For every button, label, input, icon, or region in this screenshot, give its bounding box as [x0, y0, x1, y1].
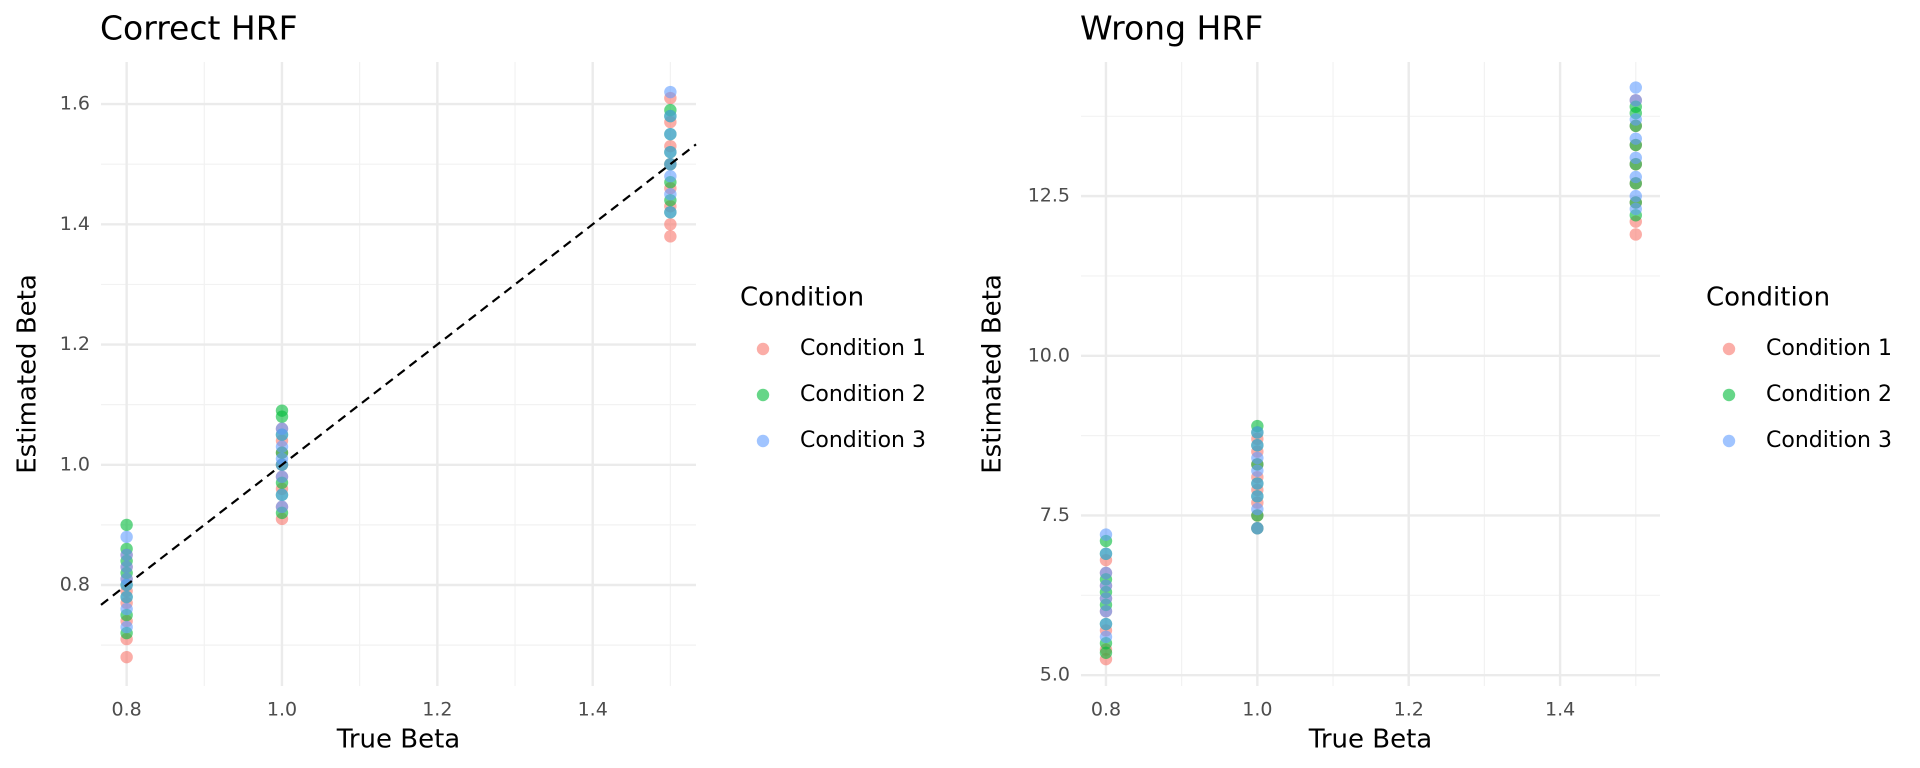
- point: [1251, 490, 1264, 503]
- legend-marker: [756, 342, 770, 356]
- x-tick-label: 1.0: [1242, 699, 1272, 721]
- point: [1251, 439, 1264, 452]
- legend-title: Condition: [1706, 283, 1830, 313]
- legend-marker: [756, 388, 770, 402]
- point: [120, 620, 133, 634]
- point: [275, 500, 289, 514]
- x-tick-label: 1.4: [1545, 699, 1575, 721]
- legend-marker: [1722, 434, 1736, 448]
- y-tick-label: 12.5: [1028, 185, 1070, 207]
- y-tick-label: 1.0: [60, 453, 90, 475]
- y-tick-label: 10.0: [1028, 344, 1070, 366]
- point: [120, 572, 133, 586]
- legend-marker: [756, 434, 770, 448]
- point: [1629, 202, 1642, 216]
- point: [275, 404, 289, 417]
- legend-marker: [1722, 342, 1736, 356]
- identity-line: [100, 143, 697, 606]
- y-tick-label: 1.2: [60, 333, 90, 355]
- point: [1099, 605, 1113, 618]
- point: [120, 548, 133, 562]
- point: [664, 127, 677, 141]
- point: [1629, 170, 1642, 184]
- y-axis-label: Estimated Beta: [13, 274, 43, 474]
- point: [1251, 522, 1264, 535]
- point: [275, 470, 289, 483]
- panel: Wrong HRF 0.8 1.0 1.2 1.4 5.0 7.5 10.0 12.5 True …: [978, 9, 1892, 755]
- y-tick-label: 1.6: [60, 93, 90, 115]
- point: [1099, 579, 1113, 592]
- x-axis-label: True Beta: [1308, 725, 1432, 755]
- x-tick-label: 1.2: [1394, 699, 1424, 721]
- point: [1251, 464, 1264, 477]
- legend-label: Condition 2: [800, 382, 926, 407]
- point: [664, 170, 677, 183]
- y-tick-label: 1.4: [60, 213, 90, 235]
- point: [1099, 617, 1113, 631]
- point: [664, 206, 677, 219]
- point: [664, 85, 677, 99]
- point: [1251, 502, 1264, 516]
- y-tick-label: 5.0: [1040, 664, 1070, 686]
- x-tick-label: 1.4: [578, 699, 608, 721]
- point: [275, 422, 289, 435]
- point: [1099, 547, 1113, 560]
- point: [120, 650, 133, 664]
- point: [1629, 113, 1642, 126]
- point: [1629, 132, 1642, 145]
- point: [1629, 94, 1642, 107]
- legend-title: Condition: [740, 283, 864, 313]
- point: [1099, 566, 1113, 580]
- point: [1629, 228, 1642, 241]
- legend-label: Condition 3: [800, 428, 926, 453]
- point: [1629, 151, 1642, 165]
- legend-label: Condition 1: [1766, 336, 1892, 361]
- chart-title: Correct HRF: [100, 9, 298, 48]
- chart-title: Wrong HRF: [1080, 9, 1263, 48]
- point: [1251, 426, 1264, 439]
- point: [664, 188, 677, 201]
- point: [275, 452, 289, 465]
- point: [1099, 630, 1113, 644]
- point: [120, 560, 133, 574]
- x-tick-label: 1.0: [267, 699, 297, 721]
- legend-label: Condition 3: [1766, 428, 1892, 453]
- y-tick-label: 0.8: [60, 574, 90, 596]
- point: [664, 218, 677, 231]
- point: [275, 488, 289, 502]
- point: [120, 602, 133, 616]
- point: [120, 518, 133, 532]
- point: [664, 109, 677, 123]
- point: [1629, 189, 1642, 203]
- point: [1251, 477, 1264, 490]
- point: [1251, 451, 1264, 465]
- y-axis-label: Estimated Beta: [978, 274, 1008, 474]
- point: [1099, 646, 1113, 659]
- legend-label: Condition 2: [1766, 382, 1892, 407]
- legend-marker: [1722, 388, 1736, 402]
- x-tick-label: 0.8: [1091, 699, 1121, 721]
- x-tick-label: 1.2: [422, 699, 452, 721]
- legend-label: Condition 1: [800, 336, 926, 361]
- point: [275, 440, 289, 453]
- point: [1629, 81, 1642, 94]
- panel: Correct HRF 0.8 1.0 1.2 1.4 0.8 1.0 1.2 1.4 1.6 Tr…: [13, 9, 926, 755]
- point: [120, 590, 133, 604]
- point: [664, 145, 677, 159]
- point: [120, 530, 133, 544]
- x-axis-label: True Beta: [336, 725, 460, 755]
- point: [664, 230, 677, 243]
- y-tick-label: 7.5: [1040, 504, 1070, 526]
- x-tick-label: 0.8: [112, 699, 142, 721]
- point: [1099, 528, 1113, 541]
- point: [1099, 592, 1113, 605]
